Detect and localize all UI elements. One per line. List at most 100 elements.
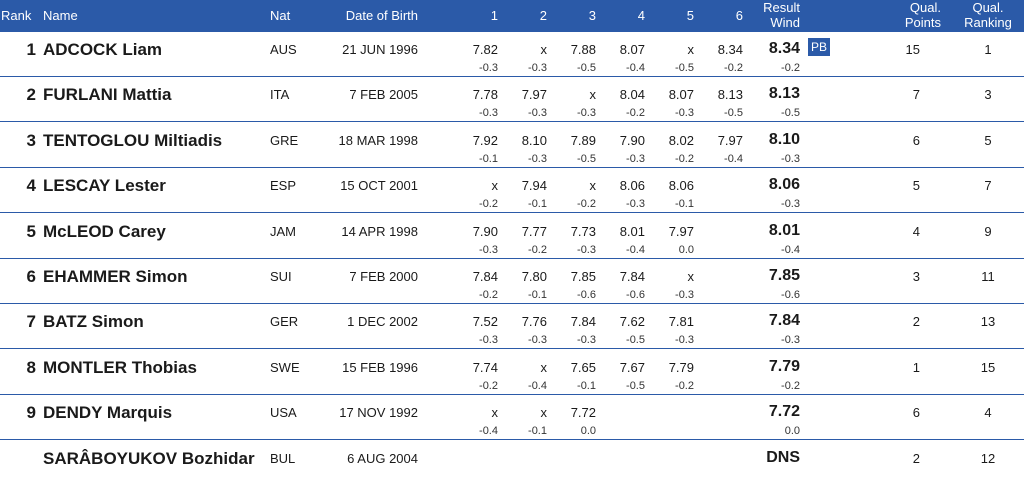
nationality-cell: SWE: [270, 359, 300, 375]
attempt-wind-cell: -0.3: [626, 198, 645, 211]
result-wind-cell: 0.0: [784, 425, 800, 438]
attempt-cell: 7.94: [521, 178, 547, 194]
qual-ranking-cell: 15: [980, 359, 996, 375]
attempt-wind-cell: -0.3: [479, 62, 498, 74]
attempt-wind-cell: -0.3: [675, 334, 694, 347]
col-result-header: Result: [763, 0, 800, 15]
attempt-wind-cell: -0.3: [528, 152, 547, 165]
result-cell: 7.72: [768, 403, 800, 421]
attempt-wind-cell: -0.2: [724, 62, 743, 74]
attempt-cell: 8.06: [619, 178, 645, 194]
attempt-cell: x: [687, 42, 695, 57]
result-cell: 8.01: [768, 221, 800, 239]
attempt-wind-cell: -0.4: [479, 425, 498, 438]
table-row: 7 BATZ Simon GER 1 DEC 2002 7.52 -0.3 7.76 -0.3…: [0, 304, 1024, 350]
nationality-cell: SUI: [270, 269, 292, 284]
date-of-birth-cell: 17 NOV 1992: [339, 405, 418, 421]
col-qual-ranking-header-1: Qual.: [972, 0, 1004, 15]
table-row: 3 TENTOGLOU Miltiadis GRE 18 MAR 1998 7.92 -0…: [0, 123, 1024, 168]
qual-ranking-cell: 11: [981, 269, 995, 284]
attempt-cell: 7.89: [570, 132, 596, 148]
attempt-cell: 7.76: [521, 314, 547, 330]
result-cell: 8.13: [768, 85, 800, 103]
attempt-wind-cell: -0.4: [626, 62, 645, 74]
nationality-cell: USA: [270, 405, 297, 421]
rank-cell: 1: [26, 40, 36, 59]
personal-best-badge: PB: [808, 38, 830, 56]
result-cell: 7.84: [768, 312, 800, 330]
attempt-wind-cell: -0.2: [479, 379, 498, 392]
attempt-cell: 7.52: [472, 314, 498, 330]
col-qual-points-header-2: Points: [904, 15, 941, 30]
attempt-wind-cell: -0.2: [675, 379, 694, 392]
athlete-name: DENDY Marquis: [43, 403, 173, 423]
result-wind-cell: -0.6: [781, 289, 800, 301]
attempt-cell: x: [491, 405, 499, 421]
date-of-birth-cell: 15 FEB 1996: [342, 359, 418, 375]
attempt-cell: x: [540, 42, 548, 57]
attempt-cell: 8.10: [521, 132, 547, 148]
table-row: 9 DENDY Marquis USA 17 NOV 1992 x -0.4 x -0.1 7.…: [0, 395, 1024, 441]
attempt-wind-cell: -0.2: [675, 152, 694, 165]
qual-ranking-cell: 13: [980, 314, 996, 330]
qual-points-cell: 6: [912, 405, 920, 421]
rank-cell: 4: [26, 176, 36, 196]
attempt-cell: 7.90: [619, 132, 645, 148]
attempt-wind-cell: -0.3: [528, 334, 547, 347]
attempt-wind-cell: -0.2: [528, 243, 547, 256]
rank-cell: 3: [26, 130, 36, 150]
qual-ranking-cell: 4: [984, 405, 992, 421]
athlete-name: FURLANI Mattia: [43, 85, 172, 105]
attempt-wind-cell: -0.3: [577, 243, 596, 256]
rank-cell: 5: [26, 221, 36, 241]
table-row: 6 EHAMMER Simon SUI 7 FEB 2000 7.84 -0.2 7.80 -…: [0, 259, 1024, 304]
nationality-cell: ITA: [270, 87, 290, 103]
date-of-birth-cell: 18 MAR 1998: [338, 132, 419, 148]
attempt-cell: 7.67: [619, 359, 645, 375]
col-att2-header: 2: [539, 8, 547, 23]
table-row: 8 MONTLER Thobias SWE 15 FEB 1996 7.74 -0.2 x -…: [0, 350, 1024, 395]
nationality-cell: GRE: [270, 132, 299, 148]
attempt-wind-cell: -0.4: [528, 379, 547, 392]
attempt-wind-cell: -0.2: [479, 198, 498, 211]
attempt-wind-cell: -0.1: [528, 289, 547, 301]
date-of-birth-cell: 6 AUG 2004: [347, 450, 418, 466]
attempt-wind-cell: -0.5: [577, 62, 596, 74]
attempt-wind-cell: 0.0: [580, 425, 596, 438]
result-cell: DNS: [766, 448, 800, 466]
nationality-cell: ESP: [270, 178, 297, 194]
table-row: 1 ADCOCK Liam AUS 21 JUN 1996 7.82 -0.3 x -0.3 7…: [0, 32, 1024, 77]
attempt-wind-cell: -0.3: [528, 62, 547, 74]
rank-cell: 9: [26, 403, 36, 423]
attempt-wind-cell: -0.1: [528, 198, 547, 211]
col-att4-header: 4: [637, 8, 645, 23]
attempt-cell: 7.84: [570, 314, 596, 330]
nationality-cell: JAM: [270, 223, 296, 239]
attempt-wind-cell: -0.3: [479, 243, 498, 256]
qual-points-cell: 3: [912, 269, 920, 284]
col-att1-header: 1: [490, 8, 498, 23]
attempt-cell: 7.80: [521, 269, 547, 284]
nationality-cell: AUS: [270, 42, 297, 57]
attempt-cell: 7.81: [668, 314, 694, 330]
attempt-wind-cell: -0.3: [479, 107, 498, 120]
attempt-wind-cell: -0.5: [724, 107, 743, 120]
attempt-cell: 8.02: [668, 132, 694, 148]
qual-points-cell: 2: [912, 450, 920, 466]
attempt-cell: 7.97: [521, 87, 547, 103]
attempt-cell: x: [687, 269, 695, 284]
attempt-wind-cell: -0.3: [675, 289, 694, 301]
attempt-cell: x: [491, 178, 499, 194]
attempt-cell: 7.65: [570, 359, 596, 375]
qual-points-cell: 5: [912, 178, 920, 194]
rank-cell: 2: [26, 85, 36, 105]
attempt-wind-cell: -0.5: [577, 152, 596, 165]
qual-ranking-cell: 1: [984, 42, 992, 57]
athlete-name: EHAMMER Simon: [43, 267, 188, 286]
date-of-birth-cell: 1 DEC 2002: [347, 314, 418, 330]
col-wind-header: Wind: [770, 15, 800, 30]
attempt-cell: 7.97: [717, 132, 743, 148]
attempt-wind-cell: -0.3: [479, 334, 498, 347]
attempt-cell: 8.07: [619, 42, 645, 57]
attempt-cell: x: [589, 87, 597, 103]
